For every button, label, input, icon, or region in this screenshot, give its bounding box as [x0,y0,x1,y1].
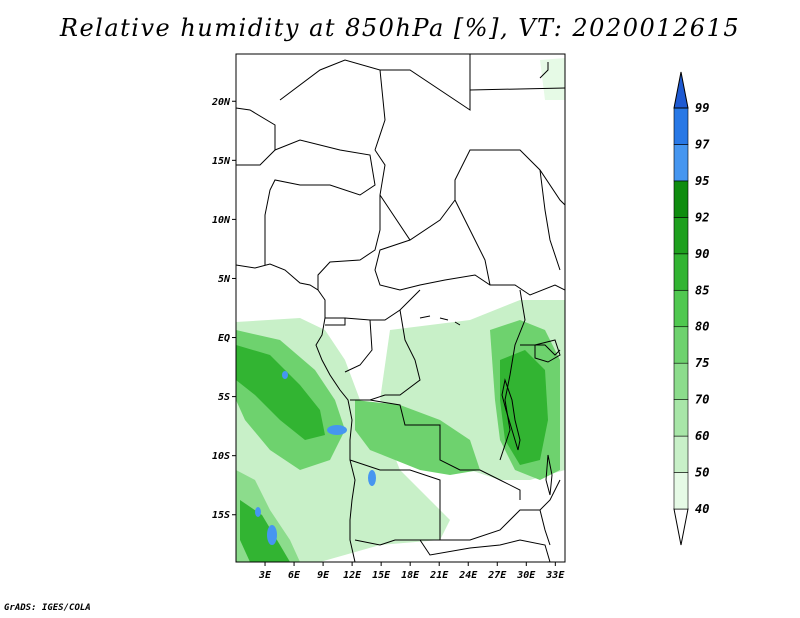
country-borders [236,54,565,562]
lat-tick-label: 15N [212,156,231,167]
border-8 [374,239,565,296]
longitude-axis: 3E 6E 9E 12E 15E 18E 21E 24E 27E 30E 33E [258,562,565,581]
colorbar-segment [673,289,689,328]
lon-tick-label: 21E [429,570,449,581]
border-20 [419,539,551,562]
lake-tanganyika [501,378,521,451]
border-1 [236,107,276,166]
colorbar-level-label: 50 [695,466,709,480]
border-19 [440,479,561,541]
lat-tick-label: 10S [212,451,230,462]
humidity-spot-99-5 [255,507,261,517]
colorbar-segment [673,435,689,473]
colorbar-segment [673,472,689,510]
border-11 [325,317,346,326]
grads-credit: GrADS: IGES/COLA [4,603,91,613]
humidity-region-north-patch [540,58,565,100]
map-title: Relative humidity at 850hPa [%], VT: 202… [59,14,741,42]
lon-tick-label: 3E [258,570,272,581]
colorbar-level-label: 80 [695,320,709,334]
lon-tick-label: 9E [317,570,330,581]
border-13 [344,319,373,373]
colorbar-level-label: 70 [695,393,709,407]
colorbar-level-label: 40 [695,502,709,516]
lat-tick-label: EQ [218,333,230,344]
border-21 [539,509,551,546]
colorbar-segment [673,362,689,400]
humidity-spot-99-1 [327,425,347,435]
humidity-region-rift-core [500,350,548,465]
lat-tick-label: 5S [218,392,230,403]
lon-tick-label: 24E [458,570,478,581]
colorbar: 40 50 60 70 75 80 85 90 92 95 97 99 [673,71,710,546]
lon-tick-label: 30E [516,570,536,581]
lon-tick-label: 27E [487,570,507,581]
humidity-spot-99-3 [282,371,288,379]
border-5 [469,87,565,91]
colorbar-level-label: 85 [695,283,709,297]
colorbar-segment [673,217,689,255]
humidity-region-angola-plateau [355,400,480,475]
humidity-spot-99-2 [368,470,376,486]
colorbar-arrow-low [673,508,689,546]
border-6 [317,149,386,290]
lon-tick-label: 15E [372,570,391,581]
lon-tick-label: 33E [545,570,565,581]
lat-tick-label: 5N [218,274,231,285]
border-3 [279,59,386,151]
colorbar-segment [673,107,689,145]
lat-tick-label: 15S [212,510,230,521]
humidity-region-coastal-core [236,345,325,440]
border-17 [520,344,561,356]
colorbar-level-label: 97 [695,137,710,151]
river-congo-segment [419,315,461,326]
lat-tick-label: 10N [212,215,231,226]
lake-victoria [534,339,561,363]
lon-tick-label: 12E [343,570,362,581]
colorbar-segment [673,253,689,291]
colorbar-segment [673,399,689,437]
coastline-west-africa [236,263,356,562]
colorbar-segment [673,144,689,182]
colorbar-level-label: 60 [695,429,709,443]
latitude-axis: 20N 15N 10N 5N EQ 5S 10S 15S [211,97,236,521]
border-4 [380,54,471,111]
humidity-region-southwest-core [240,500,290,562]
colorbar-segment [673,180,689,218]
border-7 [379,149,565,241]
border-14 [350,309,421,401]
lat-tick-label: 20N [211,97,231,108]
humidity-spot-99-4 [267,525,277,545]
colorbar-arrow-high [673,71,689,109]
colorbar-level-label: 90 [695,247,709,261]
lake-malawi [545,454,553,496]
colorbar-level-label: 75 [695,356,709,370]
map-frame [235,53,566,563]
border-2 [264,139,376,265]
coast-northeast [539,62,549,79]
border-10 [539,169,561,271]
colorbar-segment [673,326,689,364]
lon-tick-label: 6E [288,570,301,581]
border-15 [369,399,521,500]
colorbar-level-label: 99 [695,101,709,115]
border-9 [454,199,491,286]
colorbar-level-label: 92 [695,210,709,224]
border-16 [499,289,526,461]
colorbar-level-label: 95 [695,174,709,188]
lon-tick-label: 18E [401,570,420,581]
border-12 [344,289,421,321]
